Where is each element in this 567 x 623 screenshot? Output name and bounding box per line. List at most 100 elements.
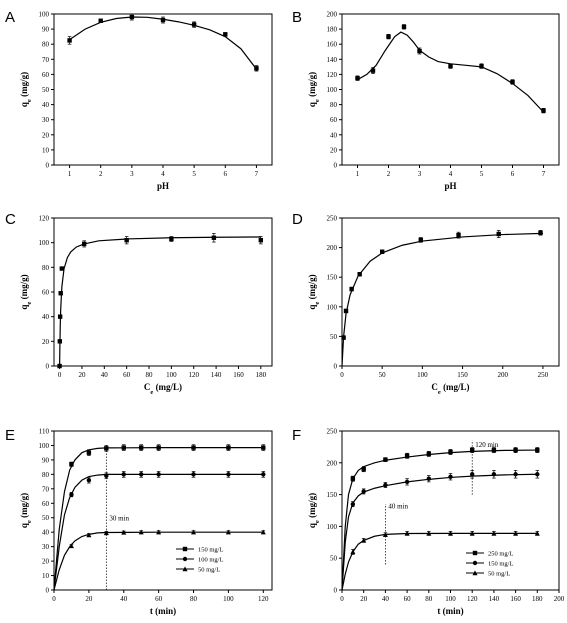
x-tick-label: 40 [120,595,128,603]
x-tick-label: 50 [379,371,387,379]
data-point [426,476,431,481]
data-point [513,530,519,536]
x-tick-label: 80 [190,595,198,603]
x-tick-label: 0 [340,595,344,603]
data-point [357,272,362,277]
data-point [470,472,475,477]
data-point [404,530,410,536]
data-point [448,474,453,479]
x-tick-label: 80 [146,371,154,379]
x-tick-label: 120 [258,595,269,603]
x-tick-label: 5 [192,170,196,178]
y-tick-label: 60 [42,71,50,79]
y-tick-label: 100 [39,239,50,247]
data-point [129,14,135,20]
data-point [479,63,484,69]
data-point [448,449,453,455]
x-tick-label: 80 [425,595,433,603]
x-tick-label: 0 [58,371,62,379]
data-point [139,445,144,450]
y-tick-label: 0 [334,587,338,595]
data-point [538,230,543,235]
data-point [448,63,453,69]
x-tick-label: 150 [457,371,468,379]
data-point [67,38,72,43]
x-tick-label: 40 [382,595,390,603]
data-point [426,451,431,457]
y-tick-label: 0 [46,363,50,371]
data-point [386,34,391,39]
x-tick-label: 200 [554,595,565,603]
data-point [426,530,432,536]
data-point [379,249,385,254]
data-point [191,22,197,27]
data-point [81,241,87,247]
y-tick-label: 80 [42,41,50,49]
x-tick-label: 180 [532,595,543,603]
x-tick-label: 120 [188,371,199,379]
y-axis-title: qe (mg/g) [19,72,33,107]
x-tick-label: 0 [52,595,56,603]
time-marker-label: 40 min [388,503,408,511]
fit-curve [341,232,543,367]
panel-letter: B [292,9,302,26]
y-tick-label: 10 [42,572,50,580]
legend-marker [472,560,478,566]
data-point [491,530,497,536]
data-point [57,314,63,319]
x-tick-label: 1 [356,170,360,178]
x-tick-label: 60 [155,595,163,603]
y-tick-label: 180 [327,26,338,34]
x-tick-label: 160 [510,595,521,603]
panel-e: E 0 20 40 60 80 100 120 0 10 20 30 40 50 60 70 80 90 100 11… [5,427,273,616]
x-tick-label: 5 [480,170,484,178]
legend-entry: 150 mg/L [198,547,223,554]
x-tick-label: 4 [449,170,453,178]
x-tick-label: 6 [511,170,515,178]
legend-entry: 50 mg/L [488,571,510,578]
fit-curve [69,16,257,70]
y-tick-label: 40 [42,313,50,321]
legend-marker [182,546,188,552]
data-point [156,445,161,450]
x-axis-title: Ce (mg/L) [431,382,469,396]
data-point [124,238,129,243]
data-point [254,66,259,71]
panel-letter: C [5,211,16,228]
panel-letter: F [292,427,301,444]
fit-curve [53,531,264,591]
y-tick-label: 140 [327,56,338,64]
data-point [541,108,546,113]
x-tick-label: 250 [538,371,549,379]
data-point [383,457,388,462]
x-axis-title: Ce (mg/L) [144,382,182,396]
y-tick-label: 100 [327,523,338,531]
data-point [156,472,161,477]
data-point [225,529,231,535]
x-tick-label: 120 [467,595,478,603]
data-point [513,447,518,453]
x-tick-label: 160 [233,371,244,379]
data-point [361,537,367,543]
panel-letter: A [5,9,15,26]
y-tick-label: 80 [330,101,338,109]
y-tick-label: 30 [42,116,50,124]
data-point [59,266,65,271]
time-marker-label: 30 min [109,515,129,523]
x-axis-title: pH [157,181,169,191]
panel-d: D 0 50 100 150 200 250 0 50 100 150 200 250 Ce (mg/L)… [292,211,560,396]
fit-curve [53,447,264,591]
x-tick-label: 20 [360,595,368,603]
x-tick-label: 20 [78,371,86,379]
legend-entry: 50 mg/L [198,567,220,574]
y-tick-label: 50 [330,555,338,563]
data-point [355,75,360,81]
x-tick-label: 0 [340,371,344,379]
y-tick-label: 60 [42,500,50,508]
y-tick-label: 0 [46,587,50,595]
y-tick-label: 200 [327,11,338,19]
x-tick-label: 100 [166,371,177,379]
data-point [86,450,92,455]
y-tick-label: 50 [42,86,50,94]
